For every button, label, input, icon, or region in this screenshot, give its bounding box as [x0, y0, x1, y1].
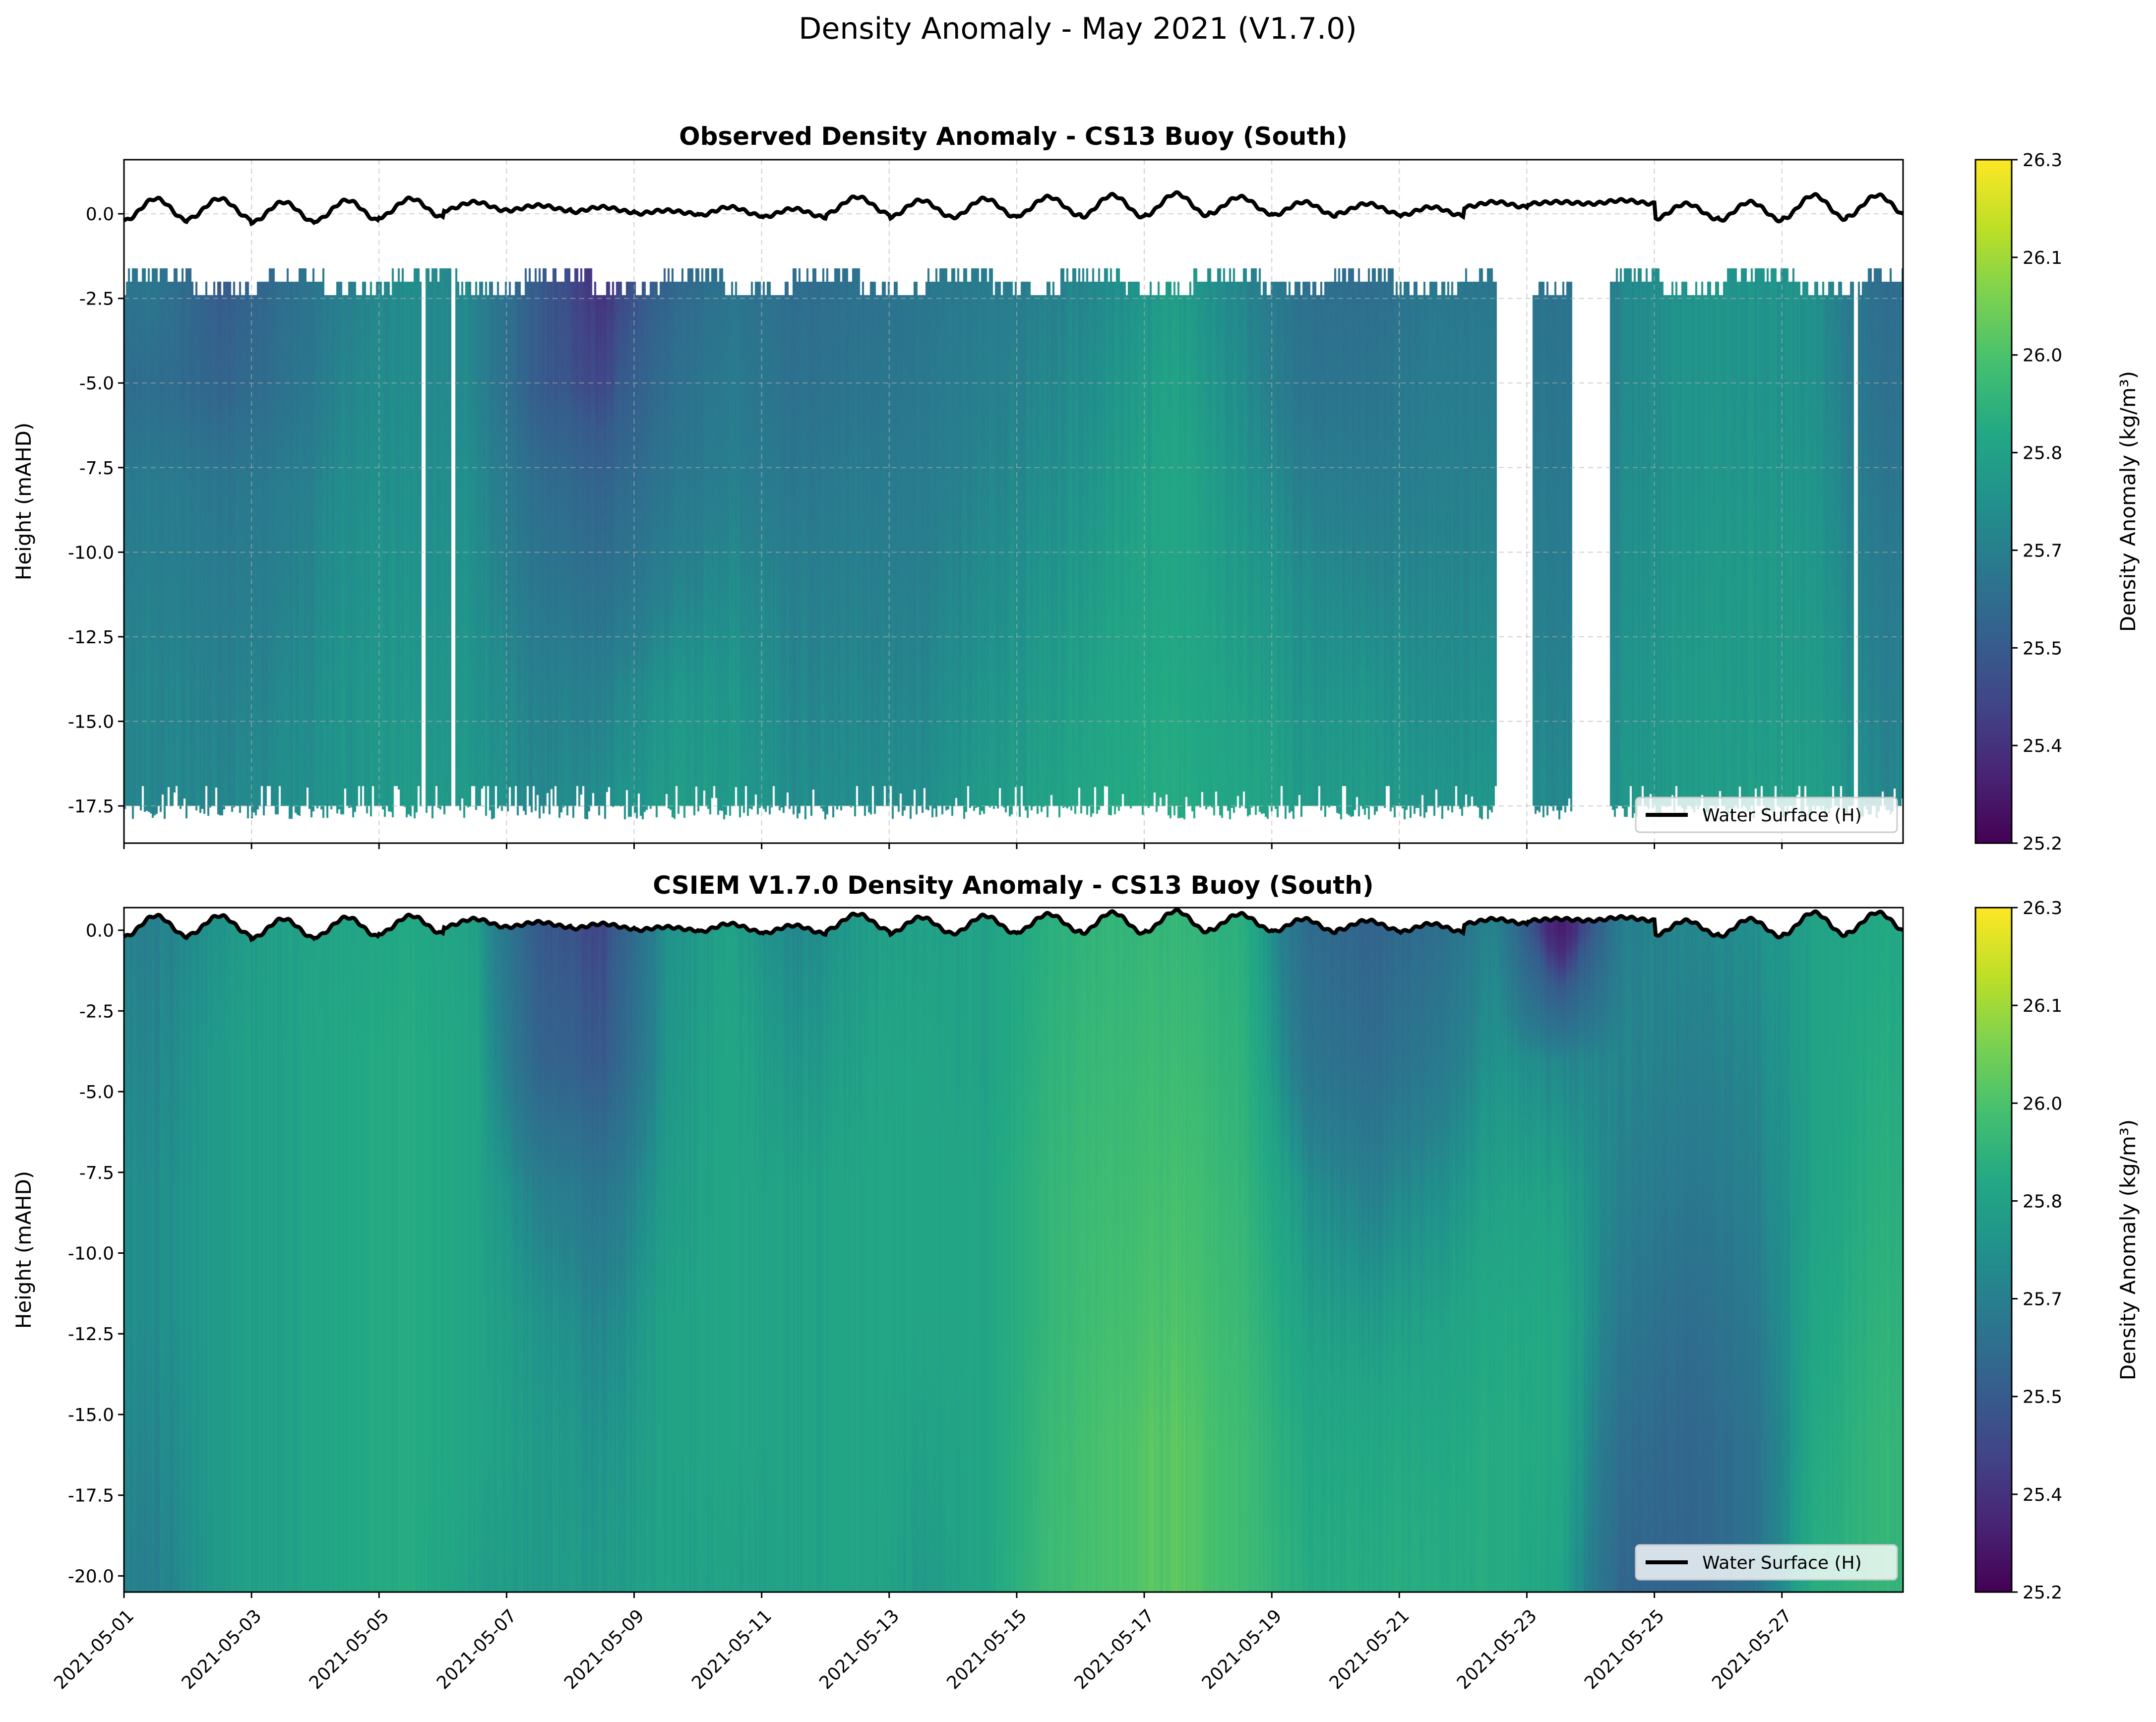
model-colorbar: Density Anomaly (kg/m³) 25.2 25.4 25.5 25.7…	[1974, 898, 2140, 1603]
colorbar-label: Density Anomaly (kg/m³)	[2116, 1119, 2140, 1380]
y-tick-label: -5.0	[79, 1082, 114, 1103]
x-tick-label: 2021-05-03	[178, 1605, 266, 1693]
legend-label: Water Surface (H)	[1702, 1553, 1862, 1573]
colorbar-gradient	[1974, 159, 2013, 844]
x-tick-label: 2021-05-09	[560, 1605, 648, 1693]
colorbar-tick-label: 25.5	[2023, 1387, 2062, 1408]
model-panel: CSIEM V1.7.0 Density Anomaly - CS13 Buoy…	[11, 871, 1904, 1693]
x-tick-label: 2021-05-17	[1070, 1605, 1158, 1693]
x-tick-label: 2021-05-13	[815, 1605, 903, 1693]
y-tick-label: -2.5	[79, 1001, 114, 1022]
y-tick-label: -15.0	[68, 712, 114, 732]
y-tick-label: -7.5	[79, 458, 114, 479]
x-tick-label: 2021-05-07	[433, 1605, 521, 1693]
colorbar-tick-label: 25.4	[2023, 1485, 2062, 1505]
x-tick-label: 2021-05-27	[1708, 1605, 1796, 1693]
colorbar-label: Density Anomaly (kg/m³)	[2116, 371, 2140, 632]
axes-frame	[123, 159, 1904, 844]
model-ylabel: Height (mAHD)	[11, 1171, 36, 1329]
colorbar-tick-label: 26.3	[2023, 150, 2062, 171]
observed-heatmap	[124, 160, 1903, 843]
y-tick-label: -5.0	[79, 373, 114, 394]
colorbar-tick-label: 25.8	[2023, 443, 2062, 464]
colorbar-tick-label: 25.4	[2023, 736, 2062, 756]
figure-title: Density Anomaly - May 2021 (V1.7.0)	[799, 11, 1357, 46]
colorbar-gradient	[1974, 907, 2013, 1593]
colorbar-tick-label: 26.1	[2023, 248, 2062, 268]
colorbar-tick-label: 25.2	[2023, 834, 2062, 854]
observed-panel: Observed Density Anomaly - CS13 Buoy (So…	[11, 122, 1905, 849]
x-tick-label: 2021-05-01	[50, 1605, 138, 1693]
observed-legend: Water Surface (H)	[1635, 797, 1898, 833]
observed-ylabel: Height (mAHD)	[11, 423, 36, 581]
x-tick-label: 2021-05-11	[688, 1605, 776, 1693]
y-tick-label: -2.5	[79, 289, 114, 309]
legend-label: Water Surface (H)	[1702, 805, 1862, 826]
observed-colorbar: Density Anomaly (kg/m³) 25.2 25.4 25.5 25.7…	[1974, 150, 2140, 854]
model-heatmap	[124, 908, 1903, 1592]
colorbar-tick-label: 26.0	[2023, 346, 2062, 366]
axes-frame	[123, 907, 1904, 1593]
x-tick-label: 2021-05-19	[1198, 1605, 1286, 1693]
x-tick-label: 2021-05-05	[306, 1605, 393, 1693]
colorbar-tick-label: 26.0	[2023, 1094, 2062, 1114]
x-tick-label: 2021-05-15	[943, 1605, 1031, 1693]
y-tick-label: -10.0	[68, 1244, 114, 1264]
y-tick-label: 0.0	[86, 921, 114, 941]
model-title: CSIEM V1.7.0 Density Anomaly - CS13 Buoy…	[653, 871, 1373, 900]
colorbar-tick-label: 25.5	[2023, 638, 2062, 659]
y-tick-label: -17.5	[68, 1486, 114, 1506]
y-tick-label: -12.5	[68, 627, 114, 648]
y-tick-label: -15.0	[68, 1405, 114, 1425]
y-tick-label: -7.5	[79, 1163, 114, 1183]
y-tick-label: 0.0	[86, 204, 114, 225]
colorbar-tick-label: 25.8	[2023, 1191, 2062, 1212]
y-tick-label: -12.5	[68, 1324, 114, 1345]
observed-title: Observed Density Anomaly - CS13 Buoy (So…	[679, 122, 1348, 151]
colorbar-tick-label: 25.7	[2023, 541, 2062, 561]
y-tick-label: -17.5	[68, 797, 114, 817]
y-tick-label: -20.0	[68, 1566, 114, 1587]
colorbar-tick-label: 25.2	[2023, 1583, 2062, 1603]
colorbar-tick-label: 25.7	[2023, 1290, 2062, 1310]
x-tick-label: 2021-05-21	[1326, 1605, 1414, 1693]
colorbar-tick-label: 26.3	[2023, 898, 2062, 919]
colorbar-tick-label: 26.1	[2023, 996, 2062, 1016]
model-legend: Water Surface (H)	[1635, 1544, 1898, 1581]
x-tick-label: 2021-05-25	[1581, 1605, 1668, 1693]
y-tick-label: -10.0	[68, 543, 114, 563]
water-surface-line	[123, 190, 1905, 227]
x-tick-label: 2021-05-23	[1453, 1605, 1541, 1693]
water-surface-line	[123, 908, 1904, 942]
